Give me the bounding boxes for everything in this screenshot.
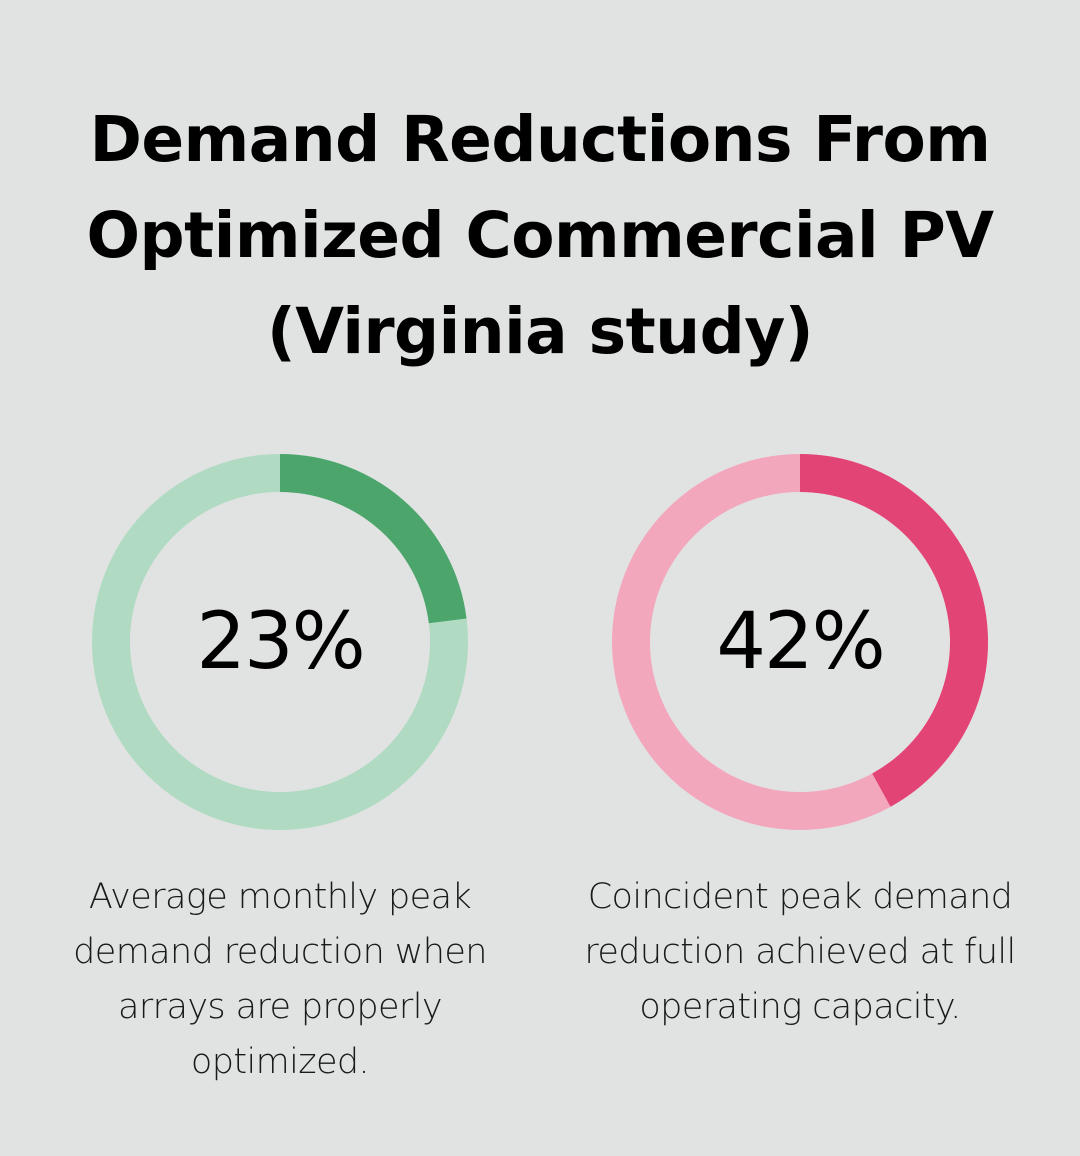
title-line: Demand Reductions From	[89, 103, 991, 176]
title-line: Optimized Commercial PV	[86, 199, 994, 272]
stat-card-monthly-peak: 23% Average monthly peak demand reductio…	[40, 452, 520, 1090]
stat-description: Average monthly peak demand reduction wh…	[73, 877, 487, 1082]
stat-card-coincident-peak: 42% Coincident peak demand reduction ach…	[560, 452, 1040, 1035]
title-line: (Virginia study)	[266, 295, 814, 368]
page-title: Demand Reductions From Optimized Commerc…	[40, 92, 1040, 380]
donut-value-arc	[279, 454, 467, 624]
donut-value-label: 23%	[196, 597, 365, 687]
donut-chart: 42%	[610, 452, 990, 832]
donut-chart-svg	[92, 454, 468, 830]
donut-chart-svg	[612, 454, 989, 830]
donut-chart: 23%	[90, 452, 470, 832]
stat-description: Coincident peak demand reduction achieve…	[584, 877, 1016, 1027]
donut-value-arc	[799, 454, 989, 807]
donut-value-label: 42%	[716, 597, 885, 687]
